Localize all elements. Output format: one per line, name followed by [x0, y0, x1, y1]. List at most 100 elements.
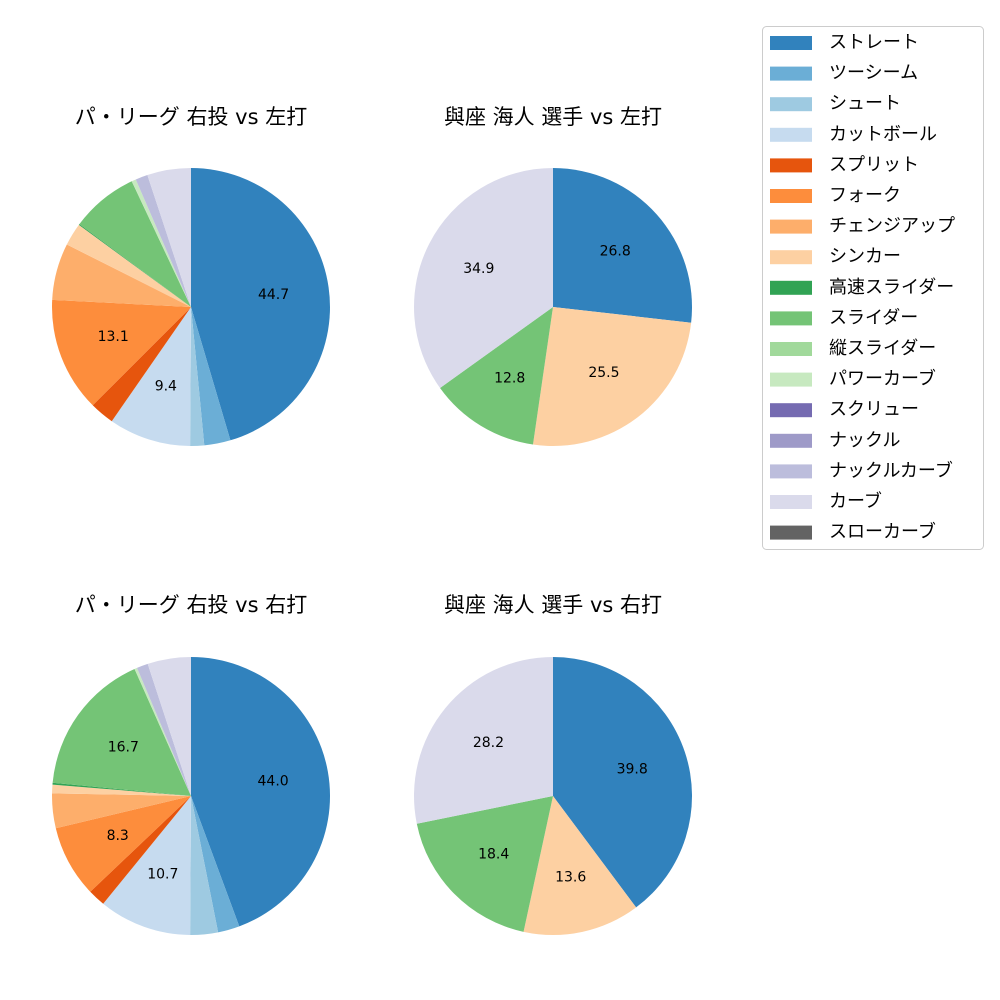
pie-slice-フォーク	[51, 299, 191, 406]
pie-slice-カットボール	[111, 307, 191, 446]
legend-swatch	[770, 127, 812, 142]
pie-slice-スライダー	[52, 668, 191, 796]
slice-value-label: 44.7	[258, 287, 289, 303]
legend-label: スローカーブ	[829, 521, 936, 543]
pie-chart-3: パ・リーグ 右投 vs 右打 44.0 10.7 8.3 16.7	[52, 593, 331, 936]
slice-value-label: 12.8	[494, 370, 525, 386]
pie-slice-スライダー	[416, 796, 553, 932]
pie-slice-カーブ	[414, 168, 553, 388]
pie-chart-4: 與座 海人 選手 vs 右打 39.8 13.6 18.4 28.2	[413, 593, 693, 936]
legend-label: スクリュー	[829, 399, 919, 420]
pie-slice-ストレート	[553, 168, 692, 323]
legend-swatch	[770, 372, 812, 387]
pie-slice-スライダー	[79, 181, 191, 307]
pie-slice-スプリット	[92, 307, 191, 422]
legend-swatch	[770, 66, 812, 81]
slice-value-label: 16.7	[108, 739, 139, 755]
legend-item-ストレート: ストレート	[770, 32, 919, 53]
legend-item-ナックル: ナックル	[770, 430, 900, 451]
pie-slice-スライダー	[440, 307, 553, 445]
legend-label: 高速スライダー	[829, 277, 954, 298]
legend-item-縦スライダー: 縦スライダー	[770, 338, 936, 359]
legend-swatch	[770, 495, 812, 509]
legend-item-チェンジアップ: チェンジアップ	[770, 216, 955, 237]
pie-slice-カーブ	[413, 657, 553, 824]
pie-slice-シンカー	[66, 224, 191, 307]
legend-item-スクリュー: スクリュー	[770, 399, 919, 420]
legend-swatch	[770, 36, 812, 50]
legend-label: スプリット	[829, 154, 919, 175]
pie-slice-シンカー	[52, 784, 191, 796]
legend-label: カーブ	[829, 490, 882, 512]
pie-slice-ナックルカーブ	[136, 663, 191, 796]
chart-title: パ・リーグ 右投 vs 右打	[75, 593, 307, 617]
legend-frame	[762, 26, 984, 550]
legend-item-カットボール: カットボール	[770, 124, 937, 145]
pie-slice-高速スライダー	[52, 782, 191, 796]
legend-swatch	[770, 342, 812, 356]
legend-swatch	[770, 219, 812, 234]
pie-slice-シンカー	[532, 307, 692, 446]
pie-slice-パワーカーブ	[131, 179, 191, 307]
pie-slice-ナックルカーブ	[135, 175, 191, 307]
pie-slice-ツーシーム	[191, 796, 240, 933]
legend-item-スライダー: スライダー	[770, 307, 918, 328]
pie-slice-ツーシーム	[191, 307, 231, 446]
pie-slice-シンカー	[523, 796, 637, 936]
pie-slice-カットボール	[103, 796, 191, 935]
slice-value-label: 44.0	[258, 773, 289, 789]
legend: ストレートツーシームシュートカットボールスプリットフォークチェンジアップシンカー…	[762, 26, 984, 550]
slice-value-label: 25.5	[588, 365, 619, 381]
legend-item-シュート: シュート	[770, 93, 901, 114]
legend-item-カーブ: カーブ	[770, 490, 882, 512]
pie-slice-チェンジアップ	[52, 244, 192, 307]
pie-slice-カーブ	[147, 657, 191, 796]
chart-title: 與座 海人 選手 vs 右打	[444, 593, 662, 617]
legend-swatch	[770, 311, 812, 326]
pie-slice-ストレート	[191, 168, 330, 441]
pie-slice-高速スライダー	[78, 224, 191, 307]
legend-item-パワーカーブ: パワーカーブ	[770, 368, 936, 390]
legend-label: スライダー	[829, 307, 918, 328]
chart-title: パ・リーグ 右投 vs 左打	[75, 105, 307, 129]
pie-slice-カーブ	[147, 167, 191, 307]
legend-item-スプリット: スプリット	[770, 154, 919, 175]
legend-swatch	[770, 189, 812, 203]
legend-label: 縦スライダー	[829, 338, 936, 359]
slice-value-label: 34.9	[463, 261, 494, 277]
pie-slice-シュート	[190, 307, 205, 447]
pie-slice-ストレート	[191, 657, 331, 927]
legend-item-ナックルカーブ: ナックルカーブ	[770, 459, 953, 481]
pie-slice-スプリット	[90, 796, 191, 904]
legend-label: ツーシーム	[829, 63, 918, 84]
legend-label: チェンジアップ	[829, 216, 955, 237]
slice-value-label: 18.4	[478, 847, 509, 863]
legend-item-スローカーブ: スローカーブ	[770, 521, 936, 543]
legend-item-シンカー: シンカー	[770, 246, 901, 267]
pie-slice-シュート	[190, 796, 219, 936]
legend-label: シンカー	[829, 246, 901, 267]
legend-label: ナックルカーブ	[829, 459, 953, 481]
legend-label: パワーカーブ	[829, 368, 936, 390]
chart-title: 與座 海人 選手 vs 左打	[444, 105, 662, 129]
legend-label: シュート	[829, 93, 901, 114]
legend-label: カットボール	[829, 124, 937, 145]
pie-chart-2: 與座 海人 選手 vs 左打 26.8 25.5 12.8 34.9	[414, 105, 692, 446]
legend-swatch	[770, 97, 812, 112]
pie-slice-フォーク	[55, 796, 191, 892]
slice-value-label: 13.6	[555, 870, 586, 886]
slice-value-label: 8.3	[107, 828, 129, 844]
legend-label: ナックル	[829, 430, 900, 451]
pie-slice-パワーカーブ	[134, 667, 191, 796]
legend-item-高速スライダー: 高速スライダー	[770, 277, 954, 298]
slice-value-label: 9.4	[155, 379, 177, 395]
pie-slice-チェンジアップ	[52, 793, 192, 829]
legend-item-ツーシーム: ツーシーム	[770, 63, 918, 84]
legend-swatch	[770, 433, 812, 448]
legend-item-フォーク: フォーク	[770, 185, 901, 206]
slice-value-label: 26.8	[600, 243, 631, 259]
legend-swatch	[770, 525, 812, 540]
slice-value-label: 10.7	[147, 866, 178, 882]
slice-value-label: 13.1	[98, 329, 129, 345]
